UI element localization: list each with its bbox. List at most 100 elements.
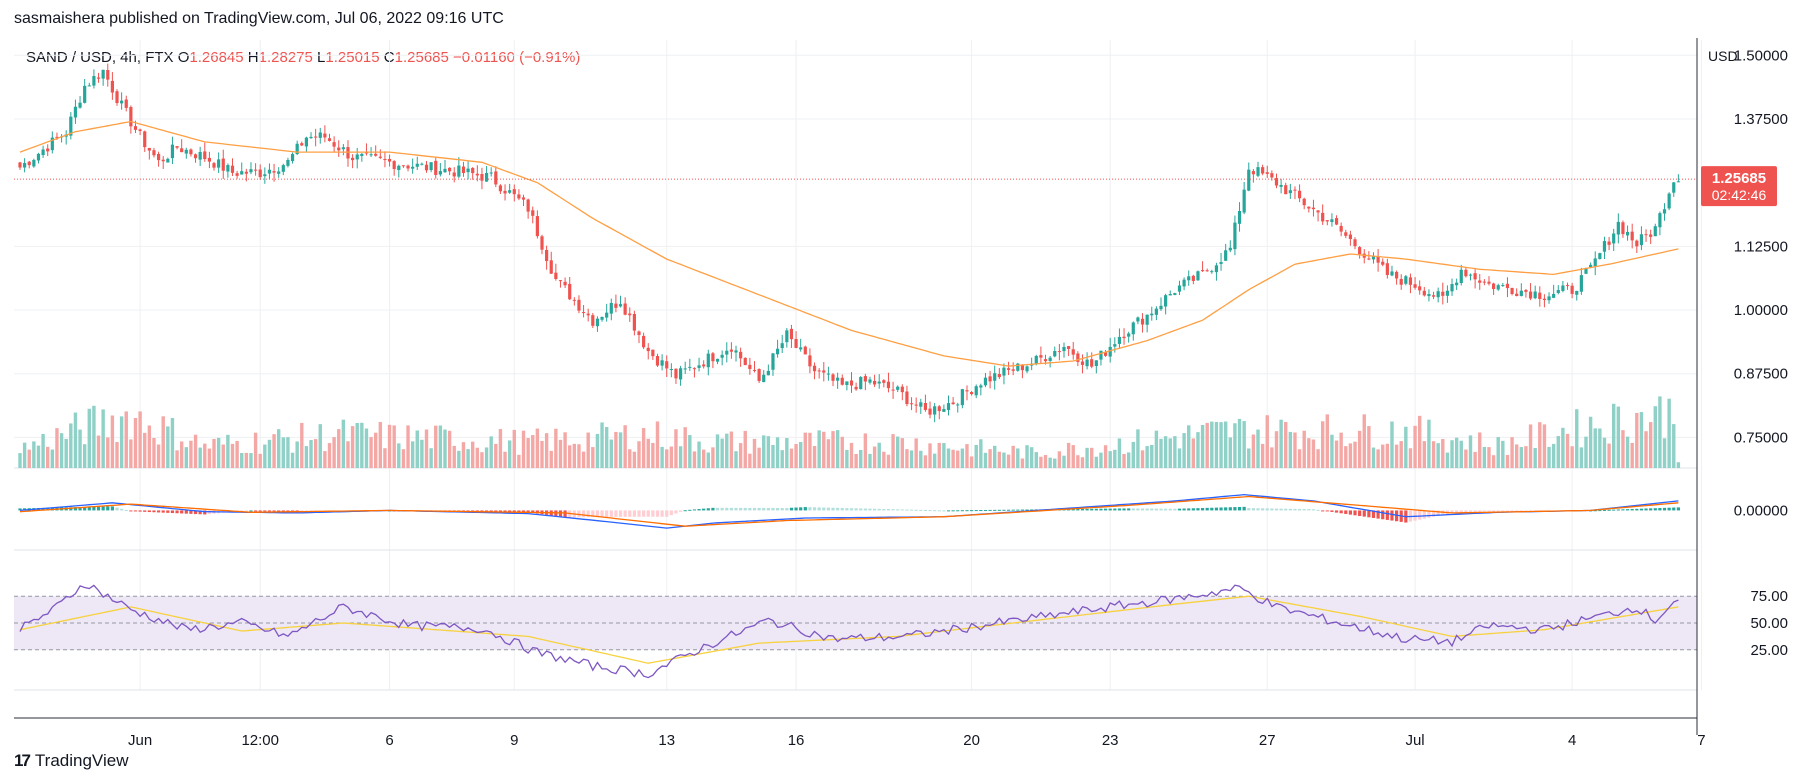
volume-bar bbox=[891, 434, 895, 468]
macd-histogram-bar bbox=[1339, 510, 1343, 514]
candle-body bbox=[1404, 276, 1408, 284]
candle-body bbox=[872, 380, 877, 385]
macd-histogram-bar bbox=[526, 510, 530, 513]
volume-bar bbox=[147, 425, 152, 468]
macd-histogram-bar bbox=[1016, 509, 1020, 511]
volume-bar bbox=[526, 438, 530, 468]
candle-body bbox=[397, 165, 401, 171]
candle-body bbox=[46, 148, 50, 152]
macd-histogram-bar bbox=[184, 510, 188, 514]
volume-bar bbox=[383, 448, 387, 468]
candle-body bbox=[540, 236, 544, 250]
candle-body bbox=[1168, 294, 1172, 296]
macd-histogram-bar bbox=[1150, 508, 1154, 511]
macd-histogram-bar bbox=[512, 510, 516, 513]
candle-body bbox=[1043, 359, 1048, 362]
candle-body bbox=[905, 391, 909, 405]
candle-body bbox=[124, 99, 128, 108]
candle-body bbox=[1053, 351, 1057, 357]
macd-histogram-bar bbox=[1658, 508, 1662, 511]
macd-histogram-bar bbox=[1219, 507, 1223, 511]
macd-histogram-bar bbox=[263, 510, 267, 512]
volume-bar bbox=[387, 424, 392, 468]
volume-bar bbox=[1325, 414, 1330, 468]
candle-body bbox=[1122, 336, 1126, 339]
volume-bar bbox=[1357, 430, 1362, 468]
macd-histogram-bar bbox=[581, 510, 586, 518]
volume-bar bbox=[1020, 458, 1025, 468]
candle-body bbox=[683, 368, 687, 370]
macd-histogram-bar bbox=[1136, 508, 1140, 511]
candle-body bbox=[1455, 282, 1459, 286]
macd-histogram-bar bbox=[605, 510, 609, 517]
time-tick-label: 9 bbox=[510, 732, 518, 749]
candle-body bbox=[420, 163, 424, 165]
volume-bar bbox=[1427, 419, 1431, 468]
macd-histogram-bar bbox=[872, 508, 877, 511]
volume-bar bbox=[240, 453, 244, 468]
macd-histogram-bar bbox=[1325, 510, 1329, 512]
candle-body bbox=[812, 365, 817, 372]
volume-bar bbox=[1538, 422, 1542, 468]
macd-histogram-bar bbox=[1011, 509, 1015, 511]
volume-bar bbox=[932, 453, 937, 468]
candle-body bbox=[1589, 264, 1593, 268]
candle-body bbox=[452, 172, 456, 177]
candle-body bbox=[1219, 262, 1223, 264]
candle-body bbox=[1459, 269, 1463, 284]
volume-bar bbox=[1320, 421, 1325, 468]
candle-body bbox=[1150, 313, 1154, 316]
volume-bar bbox=[669, 446, 674, 468]
macd-histogram-bar bbox=[849, 508, 854, 511]
candle-body bbox=[1344, 232, 1348, 236]
volume-bar bbox=[304, 446, 309, 468]
volume-bar bbox=[974, 444, 978, 468]
macd-histogram-bar bbox=[1450, 510, 1454, 513]
rsi-tick-label: 75.00 bbox=[1750, 588, 1788, 605]
candle-body bbox=[143, 131, 147, 148]
macd-histogram-bar bbox=[688, 509, 692, 511]
high-value: 1.28275 bbox=[258, 49, 313, 66]
volume-bar bbox=[983, 452, 988, 468]
candle-body bbox=[642, 335, 646, 348]
macd-histogram-bar bbox=[780, 507, 784, 511]
volume-bar bbox=[1621, 430, 1625, 468]
volume-bar bbox=[1408, 448, 1413, 468]
candle-body bbox=[1228, 247, 1232, 251]
volume-bar bbox=[1381, 444, 1385, 468]
candle-body bbox=[757, 369, 761, 382]
candle-body bbox=[660, 360, 664, 366]
macd-histogram-bar bbox=[711, 507, 715, 511]
candle-body bbox=[1140, 318, 1145, 325]
volume-bar bbox=[997, 451, 1002, 468]
macd-histogram-bar bbox=[836, 507, 840, 511]
volume-bar bbox=[1519, 447, 1524, 468]
volume-bar bbox=[1150, 444, 1154, 468]
macd-histogram-bar bbox=[1182, 508, 1186, 511]
volume-bar bbox=[715, 434, 720, 468]
candle-body bbox=[970, 392, 974, 395]
volume-bar bbox=[632, 451, 637, 468]
volume-bar bbox=[1311, 439, 1316, 468]
candle-body bbox=[1570, 285, 1574, 294]
volume-bar bbox=[184, 447, 188, 468]
macd-histogram-bar bbox=[124, 510, 128, 512]
macd-histogram-bar bbox=[983, 509, 988, 511]
macd-histogram-bar bbox=[147, 510, 151, 513]
candle-body bbox=[1270, 173, 1274, 178]
volume-bar bbox=[1016, 448, 1020, 468]
candle-body bbox=[1182, 279, 1186, 287]
candle-body bbox=[1672, 182, 1676, 193]
macd-histogram-bar bbox=[600, 510, 604, 518]
volume-bar bbox=[803, 432, 808, 468]
volume-bar bbox=[323, 451, 327, 468]
currency-label: USD bbox=[1708, 48, 1738, 64]
macd-histogram-bar bbox=[808, 507, 812, 511]
volume-bar bbox=[41, 433, 45, 468]
tradingview-logo[interactable]: 17 TradingView bbox=[14, 751, 128, 771]
axes bbox=[14, 38, 1698, 735]
volume-bar bbox=[711, 447, 715, 468]
symbol-label[interactable]: SAND / USD, 4h, FTX bbox=[26, 49, 174, 66]
candle-body bbox=[286, 159, 290, 166]
